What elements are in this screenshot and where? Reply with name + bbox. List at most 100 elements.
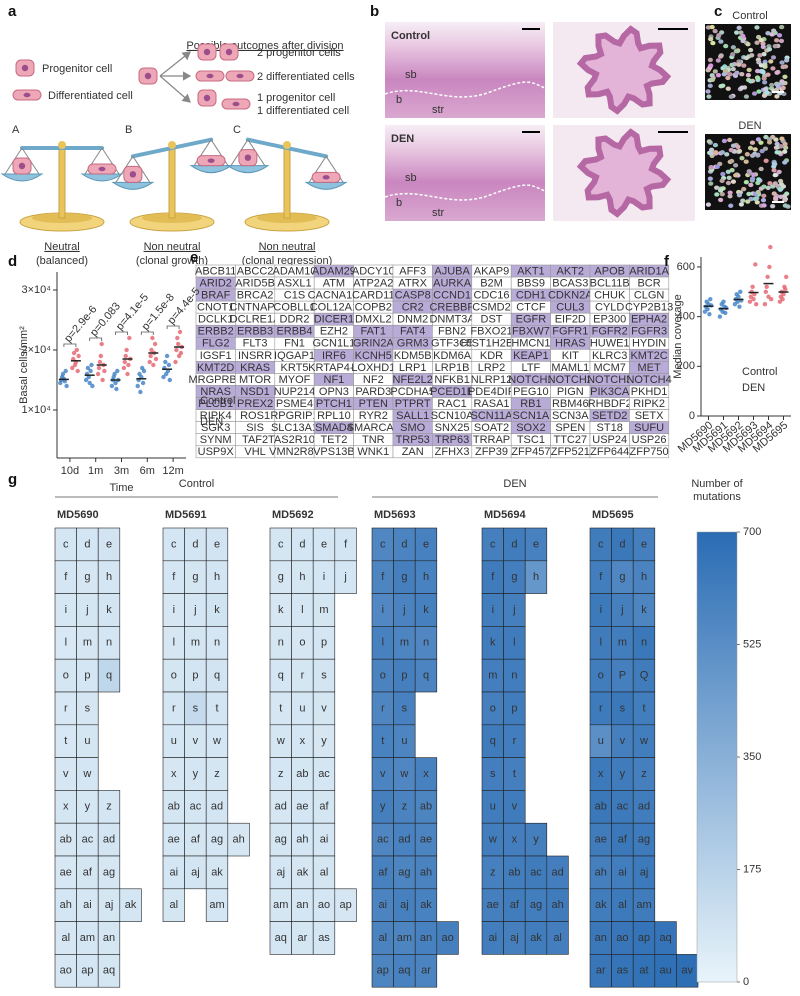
nucleus-spot <box>736 59 742 64</box>
cell-label: e <box>106 538 112 550</box>
cell-label: o <box>598 670 604 682</box>
image-label: DEN <box>738 120 761 132</box>
data-point <box>90 383 95 389</box>
data-point <box>147 359 152 365</box>
gene-name: FLG2 <box>202 338 230 350</box>
legend-entry: Control <box>742 366 777 378</box>
cell-label: u <box>598 735 604 747</box>
nucleus-spot <box>739 156 745 161</box>
gene-name: ZAN <box>402 446 424 458</box>
gene-name: SUFU <box>634 422 664 434</box>
gene-name: KMT2C <box>630 350 667 362</box>
gene-name: OPN3 <box>319 386 349 398</box>
cell-label: ab <box>420 801 432 813</box>
gene-name: FGFR3 <box>631 326 667 338</box>
cell-label: g <box>278 571 284 583</box>
gene-name: SMO <box>400 422 426 434</box>
nucleus-spot <box>725 75 731 81</box>
nucleus-spot <box>714 164 720 170</box>
y-tick-label: 2×10⁴ <box>21 344 51 356</box>
nucleus-spot <box>761 184 767 189</box>
gene-name: PTCH1 <box>316 398 352 410</box>
data-point <box>60 371 66 377</box>
cell-label: af <box>510 899 520 911</box>
nucleus <box>21 64 29 72</box>
cell-label: h <box>533 571 539 583</box>
nucleus-spot <box>783 145 789 150</box>
cell-label: ab <box>296 768 308 780</box>
gene-name: PIK3CA <box>590 386 630 398</box>
colorbar <box>696 531 738 983</box>
cell-label: ad <box>398 834 410 846</box>
cell-label: k <box>278 604 284 616</box>
esophagus-section <box>576 25 672 115</box>
gene-name: KLRC3 <box>592 350 627 362</box>
gene-name: BRCA2 <box>237 290 274 302</box>
nucleus-spot <box>718 39 724 44</box>
gene-name: FLT3 <box>243 338 268 350</box>
nucleus-spot <box>749 53 755 58</box>
cell-label: o <box>63 670 69 682</box>
scale-pan <box>0 173 44 182</box>
gene-name: SMAD4 <box>315 422 353 434</box>
gene-name: SCN10A <box>431 410 474 422</box>
nucleus <box>225 48 233 56</box>
nucleus <box>18 162 26 170</box>
nucleus-spot <box>743 55 750 61</box>
nucleus-spot <box>735 144 741 150</box>
cell-label: ae <box>595 834 607 846</box>
cell-label: f <box>491 571 495 583</box>
cell-label: e <box>214 538 220 550</box>
gene-name: SMARCA4 <box>347 422 400 434</box>
cell-label: ar <box>421 965 431 977</box>
gene-name: AFF3 <box>399 265 426 277</box>
data-point <box>98 353 104 359</box>
gene-name: NFE2L2 <box>393 374 433 386</box>
cell-label: m <box>400 637 409 649</box>
gene-name: KCNH5 <box>355 350 392 362</box>
data-point <box>126 362 131 368</box>
data-point <box>122 359 128 365</box>
cell-label: al <box>62 932 71 944</box>
nucleus <box>206 73 214 79</box>
cell-label: f <box>344 538 348 550</box>
cell-label: e <box>533 538 539 550</box>
cell-label: d <box>84 538 90 550</box>
cell-label: af <box>378 866 388 878</box>
cell-label: ar <box>298 932 308 944</box>
data-point <box>123 353 128 359</box>
nucleus-spot <box>729 167 735 173</box>
gene-name: DMXL2 <box>355 314 392 326</box>
nucleus-spot <box>727 72 733 77</box>
gene-name: RHBDF2 <box>588 398 632 410</box>
nucleus-spot <box>748 79 754 84</box>
nucleus-spot <box>758 63 764 68</box>
nucleus-spot <box>779 136 785 141</box>
cell-label: x <box>171 768 177 780</box>
gene-name: CNTNAP4 <box>229 302 280 314</box>
nucleus-spot <box>754 25 760 30</box>
nucleus-spot <box>765 30 771 36</box>
gene-name: ABCB11 <box>195 265 236 277</box>
data-point <box>127 335 132 341</box>
cell-label: h <box>299 571 305 583</box>
cell-label: m <box>319 604 328 616</box>
nucleus-spot <box>740 38 746 44</box>
nucleus-spot <box>734 30 740 35</box>
nucleus-spot <box>725 86 731 91</box>
nucleus <box>322 175 330 180</box>
sample-name: MD5690 <box>57 509 99 521</box>
cell-label: s <box>193 702 199 714</box>
gene-name: PKHD1 <box>631 386 668 398</box>
gene-name: ERBB2 <box>198 326 234 338</box>
nucleus-spot <box>743 159 749 164</box>
cell-label: ap <box>377 965 389 977</box>
cell-label: g <box>619 571 625 583</box>
gene-name: DCLK1 <box>198 314 233 326</box>
data-point <box>738 289 743 294</box>
cell-label: u <box>401 735 407 747</box>
data-point <box>70 365 75 371</box>
gene-name: MCM7 <box>594 362 626 374</box>
nucleus-spot <box>718 197 724 203</box>
nucleus-spot <box>754 75 761 80</box>
